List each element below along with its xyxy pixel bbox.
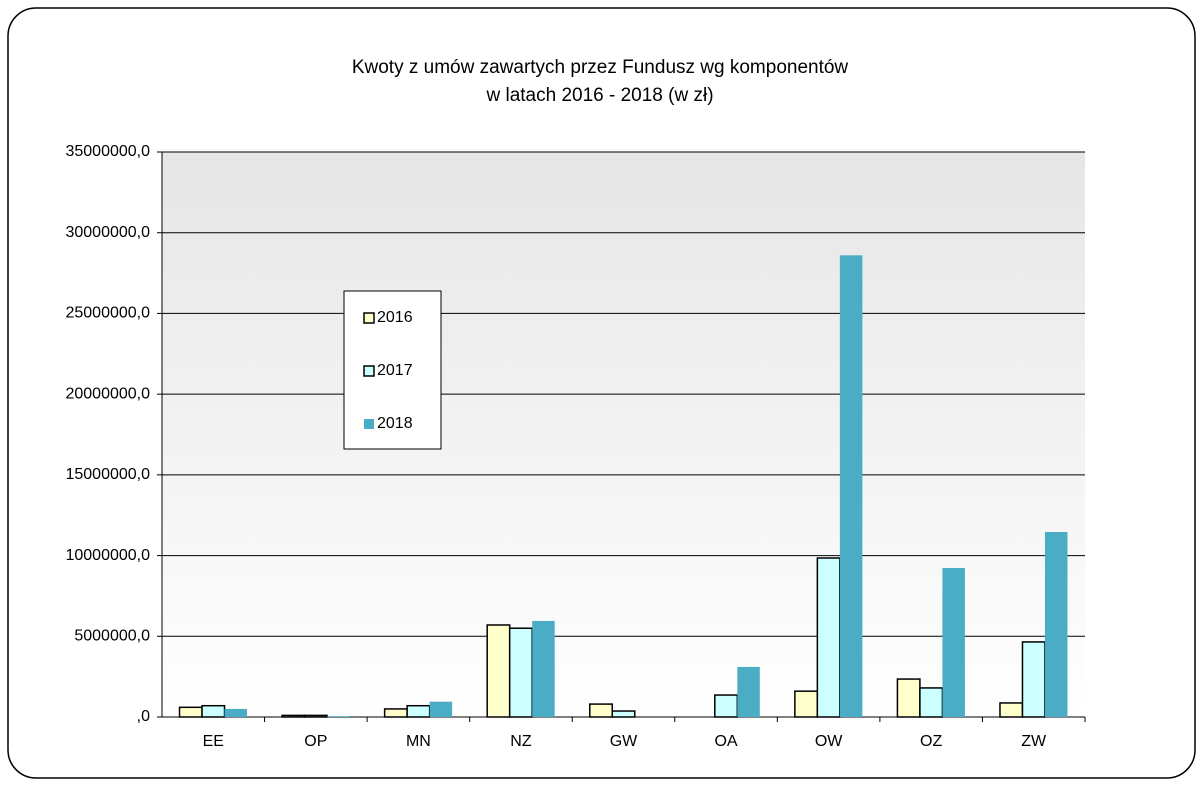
y-tick-label: 35000000,0 — [65, 143, 150, 160]
bar — [794, 690, 819, 718]
bar — [1021, 641, 1046, 718]
bar — [816, 557, 841, 718]
chart-title: Kwoty z umów zawartych przez Fundusz wg … — [352, 57, 849, 78]
x-tick-label: OZ — [920, 733, 942, 750]
bar — [281, 714, 306, 718]
x-tick-label: NZ — [510, 733, 532, 750]
x-tick-label: OP — [304, 733, 327, 750]
legend-marker — [363, 365, 375, 377]
bar — [429, 701, 453, 717]
bar — [919, 687, 944, 718]
bar — [383, 708, 408, 718]
y-tick-label: 5000000,0 — [74, 628, 150, 645]
x-tick-label: MN — [406, 733, 431, 750]
bar — [486, 624, 511, 718]
x-tick-label: OA — [714, 733, 737, 750]
bar — [303, 714, 328, 718]
x-tick-label: ZW — [1021, 733, 1047, 750]
legend-label: 2017 — [377, 362, 413, 379]
bar — [1044, 532, 1068, 717]
bar — [406, 704, 431, 718]
bar — [611, 710, 636, 718]
x-tick-label: GW — [610, 733, 638, 750]
bar — [178, 706, 203, 718]
plot-area — [162, 152, 1085, 717]
legend-label: 2018 — [377, 415, 413, 432]
x-tick-label: EE — [203, 733, 224, 750]
bar — [714, 694, 739, 718]
y-tick-label: 10000000,0 — [65, 547, 150, 564]
bar — [942, 568, 965, 717]
bar — [201, 704, 226, 718]
y-tick-label: ,0 — [137, 708, 150, 725]
y-tick-label: 30000000,0 — [65, 224, 150, 241]
bar — [839, 255, 863, 718]
y-tick-label: 25000000,0 — [65, 305, 150, 322]
legend-box — [343, 290, 442, 450]
bar — [896, 678, 921, 718]
bar — [589, 703, 613, 718]
y-tick-label: 20000000,0 — [65, 385, 150, 402]
bar — [224, 708, 248, 717]
chart-subtitle: w latach 2016 - 2018 (w zł) — [485, 85, 713, 106]
bar — [999, 702, 1024, 718]
legend-marker — [364, 419, 374, 429]
bar — [532, 620, 555, 717]
bar — [508, 627, 533, 718]
x-tick-label: OW — [815, 733, 843, 750]
legend-label: 2016 — [377, 309, 413, 326]
y-tick-label: 15000000,0 — [65, 466, 150, 483]
bar — [737, 666, 760, 717]
bar — [327, 716, 350, 717]
legend-marker — [363, 312, 375, 324]
